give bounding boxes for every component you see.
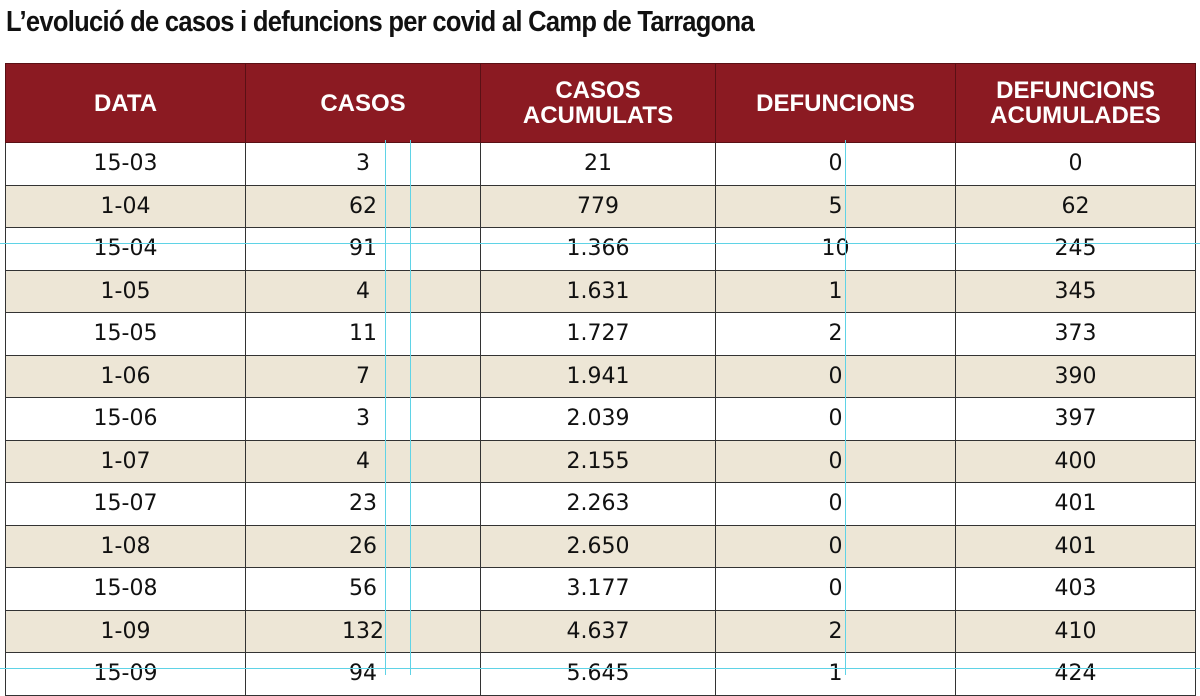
table-cell: 403 [955, 567, 1196, 611]
table-cell: 373 [955, 312, 1196, 356]
table-cell: 23 [245, 482, 481, 526]
table-row: 1-09 132 4.637 2 410 [5, 609, 1196, 653]
header-cell: DATA [5, 63, 246, 143]
title: L’evolució de casos i defuncions per cov… [6, 6, 755, 38]
table-cell: 1-08 [5, 524, 246, 568]
table-cell: 401 [955, 524, 1196, 568]
table-row: 15-08 56 3.177 0 403 [5, 567, 1196, 611]
table-row: 15-07 23 2.263 0 401 [5, 482, 1196, 526]
table-cell: 3 [245, 397, 481, 441]
header-cell: CASOS [245, 63, 481, 143]
table-cell: 2.039 [480, 397, 716, 441]
table-cell: 10 [715, 227, 956, 271]
header-text: CASOS ACUMULATS [522, 77, 674, 129]
table-row: 1-05 4 1.631 1 345 [5, 269, 1196, 313]
table-cell: 2 [715, 312, 956, 356]
table-cell: 1-09 [5, 609, 246, 653]
table-cell: 3.177 [480, 567, 716, 611]
header-row: DATA CASOS CASOS ACUMULATS DEFUNCIONS DEFUNC… [5, 63, 1196, 143]
header-text: CASOS [320, 89, 406, 117]
table-cell: 1.941 [480, 354, 716, 398]
table-cell: 94 [245, 652, 481, 696]
table-cell: 1-04 [5, 184, 246, 228]
header-text: DEFUNCIONS [756, 89, 915, 117]
table-cell: 5 [715, 184, 956, 228]
table-cell: 4 [245, 269, 481, 313]
table-cell: 1.727 [480, 312, 716, 356]
table-cell: 1-07 [5, 439, 246, 483]
table-cell: 2 [715, 609, 956, 653]
header-cell: CASOS ACUMULATS [480, 63, 716, 143]
table-cell: 132 [245, 609, 481, 653]
table-cell: 0 [715, 567, 956, 611]
table-row: 1-08 26 2.650 0 401 [5, 524, 1196, 568]
table-cell: 401 [955, 482, 1196, 526]
table-cell: 397 [955, 397, 1196, 441]
header-cell: DEFUNCIONS ACUMULADES [955, 63, 1196, 143]
layout-guide [0, 243, 1200, 244]
table-cell: 400 [955, 439, 1196, 483]
table-cell: 15-08 [5, 567, 246, 611]
table-row: 15-03 3 21 0 0 [5, 142, 1196, 186]
table-cell: 1 [715, 652, 956, 696]
table-cell: 2.650 [480, 524, 716, 568]
layout-guide [385, 140, 386, 675]
table-cell: 15-09 [5, 652, 246, 696]
table-cell: 11 [245, 312, 481, 356]
data-table: DATA CASOS CASOS ACUMULATS DEFUNCIONS DEFUNC… [5, 63, 1196, 696]
table-cell: 2.263 [480, 482, 716, 526]
layout-guide [845, 140, 846, 675]
layout-guide [410, 140, 411, 675]
table-row: 15-05 11 1.727 2 373 [5, 312, 1196, 356]
table-cell: 91 [245, 227, 481, 271]
table-cell: 21 [480, 142, 716, 186]
table-cell: 4 [245, 439, 481, 483]
table-cell: 390 [955, 354, 1196, 398]
table-cell: 3 [245, 142, 481, 186]
header-text: DATA [93, 89, 158, 117]
table-row: 1-04 62 779 5 62 [5, 184, 1196, 228]
table-cell: 62 [245, 184, 481, 228]
table-row: 15-09 94 5.645 1 424 [5, 652, 1196, 696]
table-cell: 15-06 [5, 397, 246, 441]
table-cell: 0 [715, 397, 956, 441]
table-cell: 26 [245, 524, 481, 568]
table-cell: 56 [245, 567, 481, 611]
table-cell: 4.637 [480, 609, 716, 653]
table-cell: 15-04 [5, 227, 246, 271]
table-cell: 0 [715, 439, 956, 483]
table-cell: 2.155 [480, 439, 716, 483]
table-row: 15-04 91 1.366 10 245 [5, 227, 1196, 271]
table-cell: 15-03 [5, 142, 246, 186]
table-cell: 7 [245, 354, 481, 398]
page: L’evolució de casos i defuncions per cov… [0, 6, 1200, 696]
header-text: DEFUNCIONS ACUMULADES [990, 77, 1161, 129]
table-cell: 0 [715, 482, 956, 526]
table-cell: 62 [955, 184, 1196, 228]
table-cell: 424 [955, 652, 1196, 696]
table-cell: 1.631 [480, 269, 716, 313]
table-cell: 1.366 [480, 227, 716, 271]
table-cell: 1 [715, 269, 956, 313]
table-row: 1-07 4 2.155 0 400 [5, 439, 1196, 483]
table-cell: 1-06 [5, 354, 246, 398]
table-cell: 1-05 [5, 269, 246, 313]
header-cell: DEFUNCIONS [715, 63, 956, 143]
table-row: 15-06 3 2.039 0 397 [5, 397, 1196, 441]
table-cell: 245 [955, 227, 1196, 271]
table-cell: 15-07 [5, 482, 246, 526]
layout-guide [0, 668, 1200, 669]
table-cell: 345 [955, 269, 1196, 313]
table-cell: 15-05 [5, 312, 246, 356]
table-cell: 5.645 [480, 652, 716, 696]
table-row: 1-06 7 1.941 0 390 [5, 354, 1196, 398]
table-cell: 779 [480, 184, 716, 228]
table-cell: 0 [955, 142, 1196, 186]
table-cell: 410 [955, 609, 1196, 653]
table-cell: 0 [715, 354, 956, 398]
table-cell: 0 [715, 142, 956, 186]
table-cell: 0 [715, 524, 956, 568]
